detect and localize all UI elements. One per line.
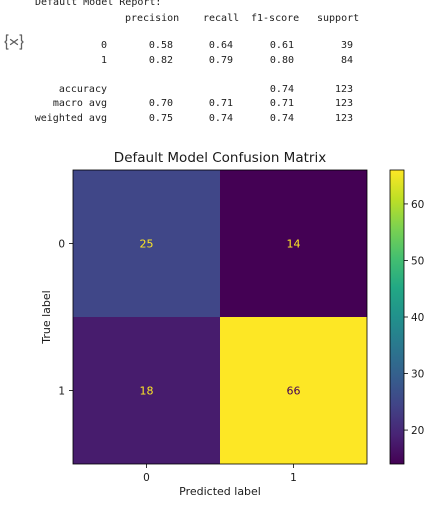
report-row-label: 1 (60, 55, 107, 67)
report-cell-precision: 0.75 (125, 113, 173, 125)
report-cell-support: 123 (305, 113, 353, 125)
colorbar-tick-label: 40 (411, 312, 424, 324)
report-cell-recall: 0.64 (185, 40, 233, 52)
y-tick-label: 1 (58, 386, 65, 398)
report-col-f1: f1-score (251, 13, 299, 25)
colorbar-tick-label: 60 (411, 199, 424, 211)
report-cell-precision: 0.58 (125, 40, 173, 52)
x-axis-label: Predicted label (179, 485, 261, 498)
report-cell-recall: 0.79 (185, 55, 233, 67)
report-row-label: macro avg (10, 98, 107, 110)
colorbar-tick-group: 20 30 40 50 60 (404, 199, 424, 437)
x-tick-label: 0 (143, 472, 150, 484)
report-cell-f1: 0.74 (245, 113, 294, 125)
report-cell-f1: 0.80 (245, 55, 294, 67)
report-cell-f1: 0.61 (245, 40, 294, 52)
y-tick-group: 01 (58, 239, 73, 398)
report-cell-f1: 0.74 (245, 84, 294, 96)
report-col-recall: recall (203, 13, 239, 25)
colorbar-tick-label: 30 (411, 369, 424, 381)
chart-title: Default Model Confusion Matrix (114, 150, 326, 166)
report-cell-support: 123 (305, 84, 353, 96)
colorbar-tick-label: 50 (411, 255, 424, 267)
report-cell-recall: 0.71 (185, 98, 233, 110)
report-cell-recall: 0.74 (185, 113, 233, 125)
report-row-label: accuracy (10, 84, 107, 96)
classification-report: Default Model Report: precision recall f… (0, 0, 428, 129)
report-row-label: 0 (60, 40, 107, 52)
colorbar-tick-label: 20 (411, 425, 424, 437)
report-heading: Default Model Report: (35, 0, 161, 9)
report-cell-precision: 0.70 (125, 98, 173, 110)
report-row-label: weighted avg (10, 113, 107, 125)
report-cell-support: 39 (305, 40, 353, 52)
x-tick-label: 1 (290, 472, 297, 484)
colorbar (390, 170, 404, 464)
cell-value-label: 14 (287, 238, 301, 251)
cell-value-label: 66 (287, 385, 301, 398)
y-axis-label: True label (40, 290, 53, 344)
report-cell-support: 123 (305, 98, 353, 110)
heatmap-cells: 25 14 18 66 (73, 170, 367, 464)
confusion-matrix-figure: Default Model Confusion Matrix 25 14 18 66 … (0, 140, 428, 508)
cell-value-label: 25 (140, 238, 154, 251)
report-col-precision: precision (125, 13, 179, 25)
report-cell-f1: 0.71 (245, 98, 294, 110)
cell-value-label: 18 (140, 385, 154, 398)
report-col-support: support (317, 13, 359, 25)
y-tick-label: 0 (58, 239, 65, 251)
report-cell-precision: 0.82 (125, 55, 173, 67)
report-cell-support: 84 (305, 55, 353, 67)
